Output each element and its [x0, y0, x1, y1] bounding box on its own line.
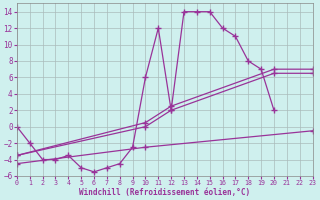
X-axis label: Windchill (Refroidissement éolien,°C): Windchill (Refroidissement éolien,°C): [79, 188, 250, 197]
